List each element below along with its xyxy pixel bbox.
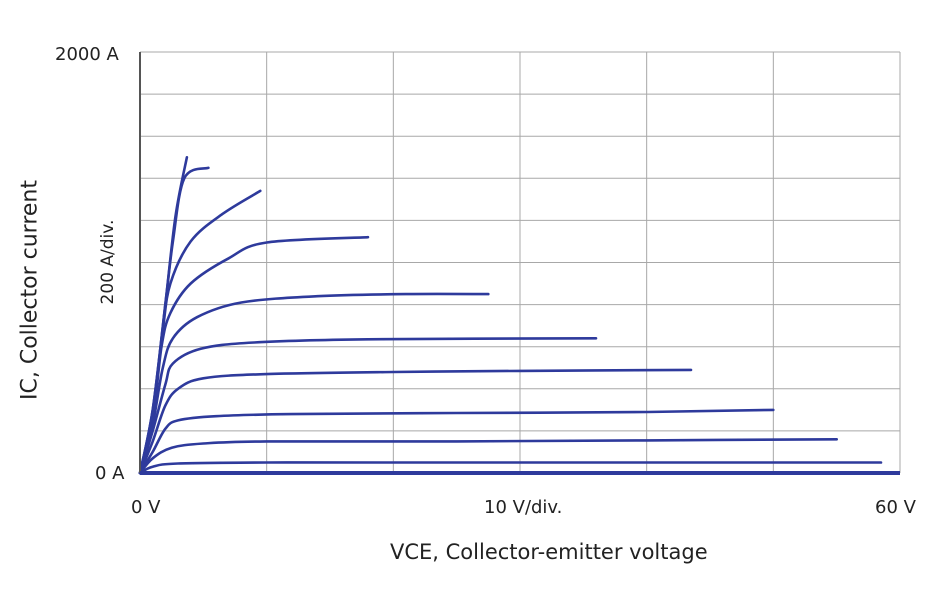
grid-lines [140,51,901,473]
axes [139,52,900,475]
y-tick-top-label: 2000 A [55,44,119,65]
y-axis-title: IC, Collector current [17,180,43,400]
x-tick-left-label: 0 V [131,497,161,518]
curve-group [138,156,883,475]
x-div-label: 10 V/div. [484,497,563,518]
series-line-6 [138,337,598,475]
series-line-10 [138,461,883,475]
x-axis-title: VCE, Collector-emitter voltage [390,540,708,564]
series-line-8 [138,408,775,475]
series-line-9 [138,438,838,475]
y-div-label: 200 A/div. [98,219,118,305]
y-tick-bottom-label: 0 A [95,463,125,484]
series-line-7 [138,368,693,475]
x-tick-right-label: 60 V [875,497,916,518]
series-line-5 [138,292,490,475]
